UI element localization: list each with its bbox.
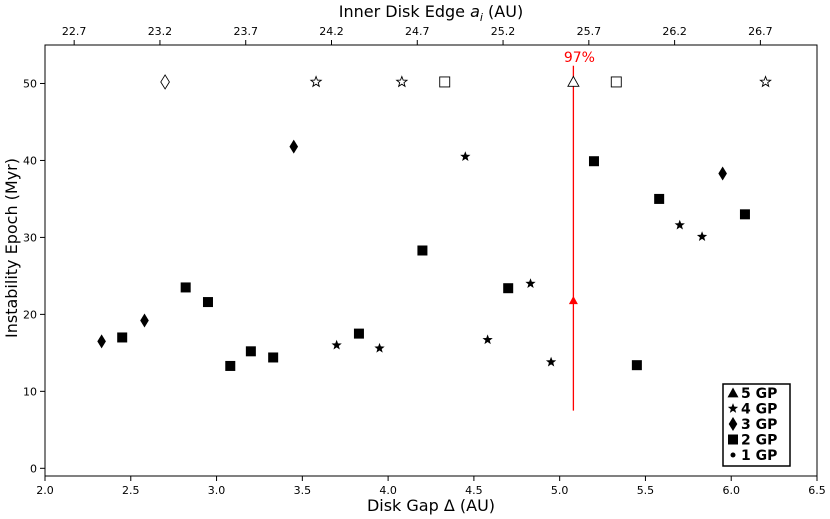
point-4-gp [696, 231, 708, 242]
y-axis-left: 0 10 20 30 40 50 [23, 77, 45, 475]
y-tick-label: 0 [30, 462, 37, 475]
point-3-gp [718, 166, 727, 181]
legend-marker [728, 434, 738, 445]
x-axis-top: 22.7 23.2 23.7 24.2 24.7 25.2 25.7 26.2 26.7 [62, 25, 773, 45]
point-2-gp [353, 328, 364, 339]
legend-marker [730, 452, 736, 458]
point-4-gp [374, 342, 385, 353]
point-2-gp [268, 352, 279, 363]
point-4-gp [545, 356, 557, 367]
legend-marker [728, 417, 738, 431]
legend-label: 3 GP [741, 417, 777, 433]
y-tick-label: 10 [23, 385, 37, 398]
highlight-label: 97% [564, 50, 595, 66]
top-x-tick-label: 23.7 [233, 25, 258, 38]
point-2-gp [117, 332, 128, 343]
x-tick-label: 3.5 [294, 484, 312, 497]
point-4-gp [460, 151, 471, 161]
x-axis-bottom: 2.0 2.5 3.0 3.5 4.0 4.5 5.0 5.5 6.0 6.5 [36, 476, 826, 497]
point-3-gp [289, 139, 299, 154]
point-2-gp [631, 360, 642, 371]
open-point-3-gp [160, 74, 170, 90]
top-x-axis-title-variable: a [470, 2, 480, 21]
open-point-2-gp [439, 76, 451, 88]
top-x-tick-label: 23.2 [148, 25, 173, 38]
highlight-point [568, 296, 578, 305]
x-tick-label: 6.5 [808, 484, 826, 497]
x-tick-label: 5.5 [637, 484, 655, 497]
legend-label: 4 GP [741, 402, 777, 418]
x-axis-title: Disk Gap Δ (AU) [367, 496, 495, 515]
top-x-tick-label: 26.2 [662, 25, 687, 38]
top-x-tick-label: 24.2 [319, 25, 344, 38]
y-tick-label: 50 [23, 77, 37, 90]
plot-frame [44, 44, 818, 477]
y-tick-label: 40 [23, 154, 37, 167]
x-tick-label: 4.0 [379, 484, 397, 497]
point-2-gp [225, 360, 236, 371]
top-x-tick-label: 26.7 [748, 25, 773, 38]
point-2-gp [180, 282, 191, 293]
open-point-5-gp [567, 75, 580, 87]
point-2-gp [417, 245, 428, 256]
y-tick-label: 20 [23, 308, 37, 321]
x-tick-label: 2.5 [122, 484, 140, 497]
top-x-tick-label: 25.2 [491, 25, 516, 38]
y-axis-title: Instability Epoch (Myr) [2, 158, 21, 338]
legend-label: 1 GP [741, 448, 777, 464]
top-x-tick-label: 24.7 [405, 25, 430, 38]
x-tick-label: 2.0 [36, 484, 54, 497]
point-3-gp [97, 334, 106, 349]
point-4-gp [482, 334, 493, 345]
point-4-gp [674, 219, 685, 230]
top-x-axis-title: Inner Disk Edge ai (AU) [339, 2, 523, 24]
x-tick-label: 4.5 [465, 484, 483, 497]
point-2-gp [245, 346, 256, 357]
y-tick-label: 30 [23, 231, 37, 244]
highlight-group: 97% [564, 50, 595, 411]
legend-label: 5 GP [741, 386, 777, 402]
legend-label: 2 GP [741, 433, 777, 449]
point-2-gp [654, 193, 665, 204]
open-point-4-gp [309, 75, 323, 88]
legend: 5 GP4 GP3 GP2 GP1 GP [722, 383, 791, 467]
point-4-gp [525, 278, 536, 288]
point-2-gp [739, 209, 750, 220]
top-x-axis-title-suffix: (AU) [483, 2, 523, 21]
point-2-gp [202, 297, 213, 308]
point-3-gp [140, 313, 149, 328]
open-point-4-gp [759, 75, 772, 88]
top-x-tick-label: 25.7 [577, 25, 602, 38]
top-x-axis-title-subscript: i [480, 11, 483, 24]
legend-marker [727, 403, 739, 413]
x-tick-label: 6.0 [722, 484, 740, 497]
point-4-gp [331, 339, 342, 350]
open-point-2-gp [610, 76, 622, 88]
legend-marker [727, 387, 739, 398]
top-x-axis-title-prefix: Inner Disk Edge [339, 2, 470, 21]
top-x-tick-label: 22.7 [62, 25, 87, 38]
data-points [97, 74, 772, 371]
point-2-gp [503, 283, 514, 294]
open-point-4-gp [395, 75, 409, 88]
legend-items: 5 GP4 GP3 GP2 GP1 GP [727, 386, 777, 464]
point-2-gp [588, 156, 599, 167]
x-tick-label: 3.0 [208, 484, 226, 497]
x-tick-label: 5.0 [551, 484, 569, 497]
